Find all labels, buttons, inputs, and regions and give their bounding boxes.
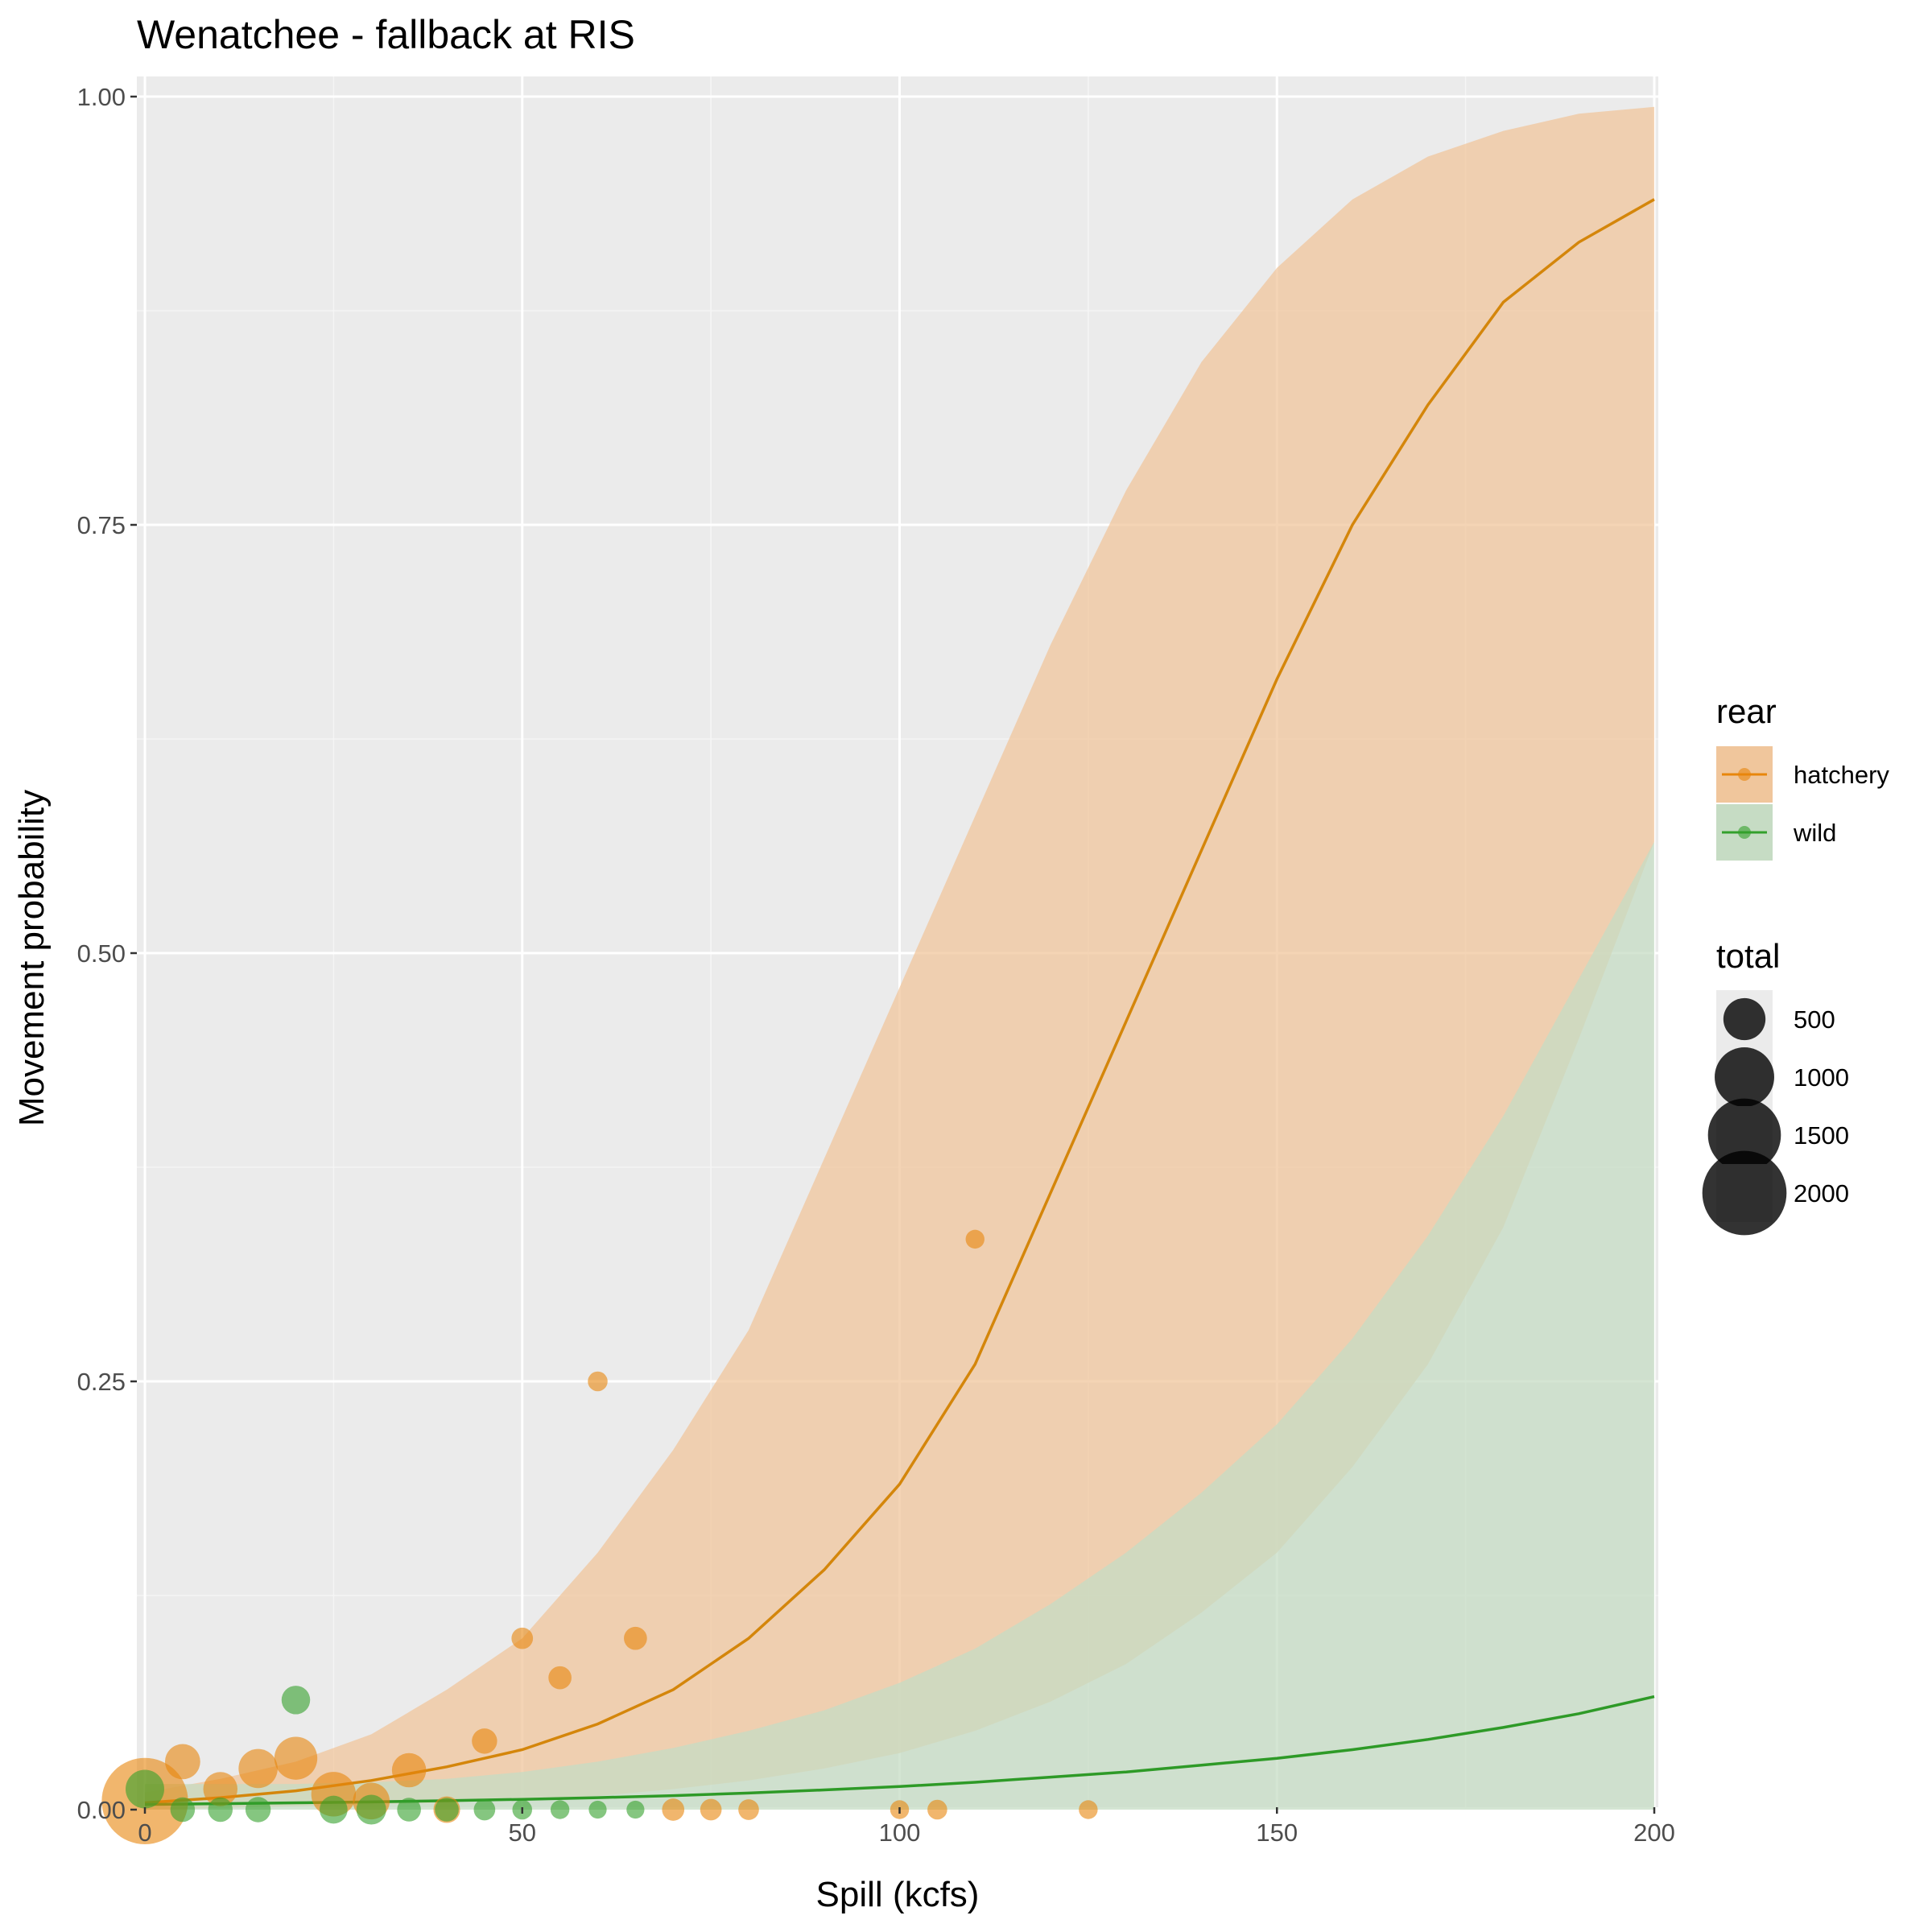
point-hatchery — [965, 1229, 985, 1249]
point-hatchery — [203, 1772, 238, 1806]
legend-size-label: 2000 — [1794, 1179, 1849, 1208]
x-axis: 0 50 100 150 200 — [138, 1807, 1675, 1847]
legend-size-label: 1500 — [1794, 1121, 1849, 1150]
point-wild — [281, 1686, 311, 1715]
point-wild — [435, 1798, 459, 1822]
line-wild — [144, 1695, 1655, 1806]
point-wild — [126, 1769, 164, 1809]
legend-dot-hatchery — [1738, 768, 1751, 781]
legend-size-dot — [1702, 1150, 1787, 1236]
legend: rear hatchery wild total 500 1000 1500 2000 — [1702, 692, 1889, 1236]
point-wild — [320, 1795, 348, 1824]
point-wild — [473, 1798, 496, 1821]
point-hatchery — [164, 1744, 200, 1780]
band-wild — [145, 841, 1654, 1810]
legend-size-title: total — [1716, 937, 1780, 975]
legend-size-keys: 500 1000 1500 2000 — [1702, 990, 1849, 1236]
legend-dot-wild — [1738, 826, 1751, 839]
point-hatchery — [738, 1799, 759, 1820]
point-hatchery — [927, 1799, 947, 1820]
legend-size-label: 500 — [1794, 1005, 1835, 1034]
x-tick-label: 150 — [1256, 1818, 1298, 1847]
point-hatchery — [472, 1728, 497, 1754]
legend-size-dot — [1715, 1047, 1774, 1107]
point-hatchery — [624, 1626, 647, 1650]
y-tick-label: 0.00 — [77, 1796, 126, 1824]
point-wild — [588, 1800, 607, 1819]
legend-size-dot — [1723, 997, 1766, 1041]
legend-label-hatchery: hatchery — [1794, 761, 1889, 789]
point-hatchery — [588, 1371, 608, 1392]
x-tick-label: 0 — [138, 1818, 151, 1847]
point-wild — [245, 1797, 271, 1823]
legend-color-keys: hatchery wild — [1716, 746, 1889, 861]
y-tick-label: 1.00 — [77, 83, 126, 111]
point-hatchery — [700, 1798, 722, 1821]
x-tick-label: 100 — [879, 1818, 921, 1847]
y-tick-label: 0.50 — [77, 939, 126, 968]
point-hatchery — [238, 1748, 278, 1789]
point-wild — [550, 1800, 570, 1819]
point-wild — [170, 1797, 196, 1823]
y-tick-label: 0.75 — [77, 511, 126, 539]
point-hatchery — [548, 1666, 572, 1690]
chart-title: Wenatchee - fallback at RIS — [137, 12, 635, 57]
point-hatchery — [391, 1752, 427, 1788]
y-tick-label: 0.25 — [77, 1368, 126, 1396]
point-hatchery — [511, 1627, 534, 1649]
point-hatchery — [1079, 1800, 1098, 1819]
confidence-bands — [145, 106, 1654, 1810]
legend-color-title: rear — [1716, 692, 1777, 730]
legend-label-wild: wild — [1793, 819, 1836, 847]
point-wild — [208, 1797, 233, 1823]
band-hatchery — [145, 106, 1654, 1810]
y-axis-title: Movement probability — [12, 790, 52, 1126]
legend-size-label: 1000 — [1794, 1063, 1849, 1092]
point-wild — [397, 1798, 421, 1822]
point-wild — [356, 1794, 386, 1825]
point-hatchery — [662, 1798, 685, 1821]
x-tick-label: 200 — [1633, 1818, 1675, 1847]
point-hatchery — [274, 1736, 318, 1780]
x-axis-title: Spill (kcfs) — [816, 1875, 980, 1914]
legend-size-dot — [1707, 1098, 1781, 1172]
x-tick-label: 50 — [509, 1818, 536, 1847]
y-axis: 0.00 0.25 0.50 0.75 1.00 — [77, 83, 137, 1824]
data-points — [101, 1229, 1098, 1844]
point-wild — [626, 1800, 645, 1819]
